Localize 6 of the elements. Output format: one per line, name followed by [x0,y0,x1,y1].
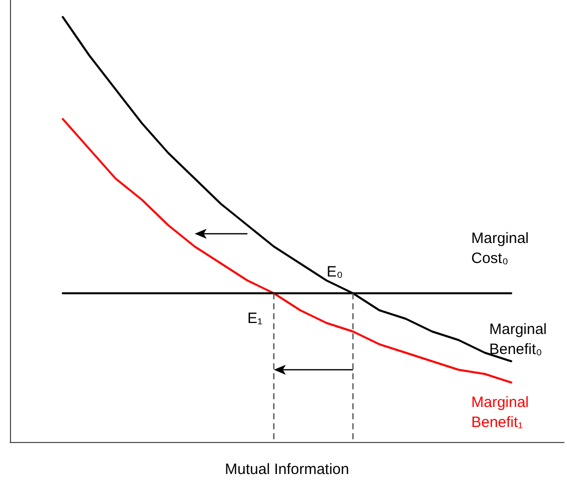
x-axis-title: Mutual Information [224,461,350,478]
annotation: E₁ [247,310,263,327]
series-label: Marginal Benefit₀ [489,320,547,358]
annotation: E₀ [326,263,343,280]
series-label: Marginal Cost₀ [471,230,529,267]
series-label: Marginal Benefit₁ [471,394,529,431]
